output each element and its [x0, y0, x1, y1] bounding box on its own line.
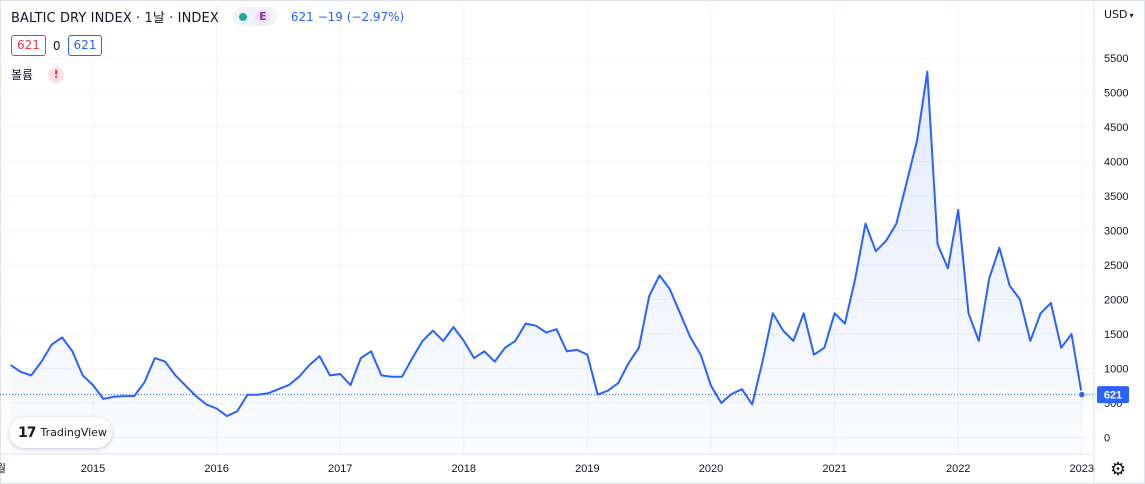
y-tick-label: 0	[1104, 433, 1110, 445]
gear-icon[interactable]: ⚙	[1110, 459, 1127, 480]
y-tick-label: 3000	[1104, 226, 1128, 238]
tradingview-mark-icon: 17	[18, 424, 37, 441]
price-area-fill	[10, 71, 1082, 455]
spread-value: 0	[52, 38, 61, 53]
tradingview-logo[interactable]: 17 TradingView	[9, 417, 112, 448]
buy-price-box[interactable]: 621	[67, 35, 103, 56]
x-tick-label: 2023	[1070, 463, 1094, 475]
symbol-title[interactable]: BALTIC DRY INDEX · 1날 · INDEX	[11, 11, 219, 26]
currency-label: USD	[1104, 8, 1128, 21]
y-tick-label: 3500	[1104, 191, 1128, 203]
currency-selector[interactable]: USD ▾	[1104, 8, 1134, 21]
x-tick-label: 2017	[328, 463, 352, 475]
last-price-label: 621	[1097, 386, 1129, 404]
warning-icon[interactable]: !	[48, 66, 65, 83]
chevron-down-icon: ▾	[1129, 11, 1134, 20]
volume-label: 볼륨	[11, 68, 34, 82]
symbol-legend[interactable]: BALTIC DRY INDEX · 1날 · INDEX E 621 −19 …	[11, 7, 404, 26]
price-line	[10, 70, 1083, 418]
x-tick-label: 2015	[81, 463, 105, 475]
y-tick-label: 1000	[1104, 364, 1128, 376]
last-price-label-text: 621	[1104, 390, 1122, 402]
volume-legend[interactable]: 볼륨 !	[11, 66, 65, 83]
y-tick-label: 2500	[1104, 260, 1128, 272]
x-tick-label: 2016	[204, 463, 228, 475]
time-axis[interactable]: 5월 2015 2016 2017 2018 2019 2020 2021 2022 2023	[0, 462, 1094, 475]
price-change: 621 −19 (−2.97%)	[290, 9, 405, 24]
market-open-dot-icon	[238, 12, 247, 21]
x-tick-label: 2022	[946, 463, 970, 475]
tradingview-wordmark: TradingView	[40, 426, 107, 439]
y-tick-label: 5500	[1104, 53, 1128, 65]
y-tick-label: 2000	[1104, 295, 1128, 307]
y-tick-label: 1500	[1104, 329, 1128, 341]
market-status-pill[interactable]: E	[232, 7, 277, 26]
last-price-dot	[1077, 390, 1087, 399]
x-tick-label: 2020	[699, 463, 723, 475]
y-tick-label: 4000	[1104, 157, 1128, 169]
y-tick-label: 5000	[1104, 88, 1128, 100]
last-price-label-bg	[1097, 386, 1129, 404]
y-tick-label: 4500	[1104, 122, 1128, 134]
sell-price-box[interactable]: 621	[11, 35, 46, 56]
x-tick-label: 5월	[0, 462, 6, 475]
price-axis[interactable]: 0500100015002000250030003500400045005000…	[1104, 53, 1128, 445]
x-tick-label: 2018	[452, 463, 476, 475]
x-tick-label: 2021	[822, 463, 846, 475]
x-tick-label: 2019	[575, 463, 599, 475]
earnings-badge[interactable]: E	[254, 8, 271, 25]
ohlc-row: 621 0 621	[11, 35, 103, 56]
